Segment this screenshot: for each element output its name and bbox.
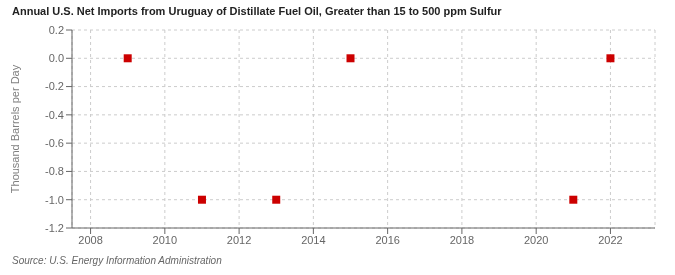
- svg-text:2022: 2022: [598, 234, 622, 246]
- svg-text:-0.6: -0.6: [45, 137, 64, 149]
- svg-text:-0.2: -0.2: [45, 80, 64, 92]
- html-text:Source: U.S. Energy Informatio: Source: U.S. Energy Information Administ…: [12, 255, 222, 266]
- svg-text:-1.0: -1.0: [45, 194, 64, 206]
- svg-text:-0.8: -0.8: [45, 165, 64, 177]
- svg-text:2008: 2008: [78, 234, 102, 246]
- svg-text:-1.2: -1.2: [45, 222, 64, 234]
- svg-text:2020: 2020: [524, 234, 548, 246]
- svg-text:2014: 2014: [301, 234, 325, 246]
- svg-text:2018: 2018: [450, 234, 474, 246]
- svg-text:0.0: 0.0: [49, 52, 64, 64]
- svg-text:2016: 2016: [375, 234, 399, 246]
- svg-text:Thousand Barrels per Day: Thousand Barrels per Day: [9, 64, 21, 193]
- svg-text:2012: 2012: [227, 234, 251, 246]
- svg-text:2010: 2010: [153, 234, 177, 246]
- svg-text:-0.4: -0.4: [45, 109, 64, 121]
- svg-text:0.2: 0.2: [49, 24, 64, 36]
- html-text:Annual U.S. Net Imports from U: Annual U.S. Net Imports from Uruguay of …: [12, 5, 502, 17]
